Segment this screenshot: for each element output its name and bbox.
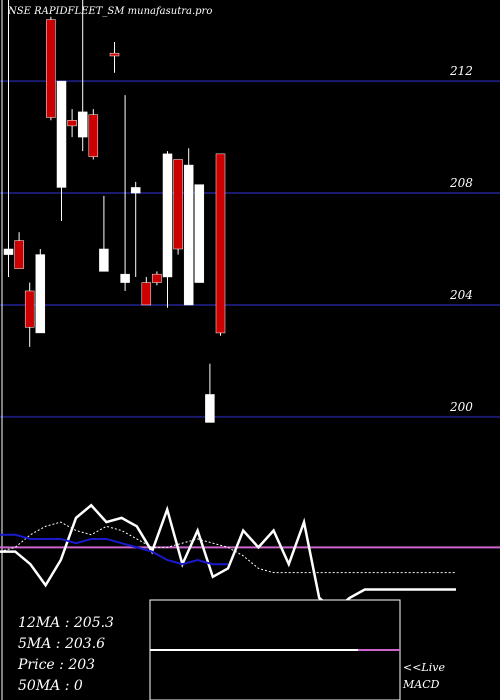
candle-body xyxy=(56,80,67,188)
candle-body xyxy=(109,52,120,57)
price-stat: Price : 203 xyxy=(17,657,95,673)
candle-8 xyxy=(88,109,99,160)
candle-body xyxy=(215,153,226,334)
candle-body xyxy=(194,184,205,283)
candle-body xyxy=(141,282,152,306)
ma50-stat: 50MA : 0 xyxy=(18,678,83,694)
candle-11 xyxy=(120,95,130,291)
candle-17 xyxy=(183,148,194,306)
macd-label: MACD xyxy=(402,678,440,691)
candle-20 xyxy=(215,153,226,336)
candle-3 xyxy=(35,248,46,334)
candle-14 xyxy=(152,271,162,286)
y-tick-label-212: 212 xyxy=(449,64,473,78)
candle-body xyxy=(77,111,88,138)
candle-6 xyxy=(67,109,77,138)
candle-0 xyxy=(3,0,14,277)
candle-19 xyxy=(205,363,215,423)
candle-12 xyxy=(130,181,141,277)
candle-body xyxy=(173,159,183,250)
candle-body xyxy=(14,240,24,269)
candle-body xyxy=(46,19,56,118)
ma5-stat: 5MA : 203.6 xyxy=(18,636,105,652)
candle-body xyxy=(67,120,77,127)
live-label[interactable]: <<Live xyxy=(403,661,445,674)
candle-1 xyxy=(14,232,24,269)
macd-panel xyxy=(0,503,500,613)
candle-body xyxy=(99,248,109,272)
candlestick-series xyxy=(3,0,226,423)
candle-13 xyxy=(141,276,152,306)
chart-title: NSE RAPIDFLEET_SM munafasutra.pro xyxy=(7,6,212,17)
candle-body xyxy=(35,254,46,334)
macd-series-signal xyxy=(0,521,456,574)
candle-body xyxy=(3,248,14,255)
candle-15 xyxy=(162,151,173,308)
candle-body xyxy=(24,290,35,328)
candle-2 xyxy=(24,282,35,347)
macd-series-macd xyxy=(0,503,456,613)
candle-16 xyxy=(173,159,183,255)
candle-5 xyxy=(56,80,67,222)
candle-body xyxy=(205,394,215,423)
macd-series-ma xyxy=(0,533,228,566)
ma12-stat: 12MA : 205.3 xyxy=(18,615,114,631)
candle-7 xyxy=(77,0,88,152)
y-tick-label-200: 200 xyxy=(449,400,473,414)
candle-4 xyxy=(46,16,56,121)
candle-body xyxy=(162,153,173,278)
y-axis-ticks: 200 204 208 212 xyxy=(449,64,473,414)
candle-body xyxy=(88,114,99,157)
y-tick-label-208: 208 xyxy=(449,176,473,190)
price-gridlines xyxy=(0,80,500,418)
candle-body xyxy=(130,187,141,194)
candle-18 xyxy=(194,184,205,283)
candle-9 xyxy=(99,195,109,272)
candle-body xyxy=(152,273,162,283)
candle-10 xyxy=(109,41,120,73)
candle-body xyxy=(183,164,194,306)
y-tick-label-204: 204 xyxy=(449,288,473,302)
candle-body xyxy=(120,273,130,283)
